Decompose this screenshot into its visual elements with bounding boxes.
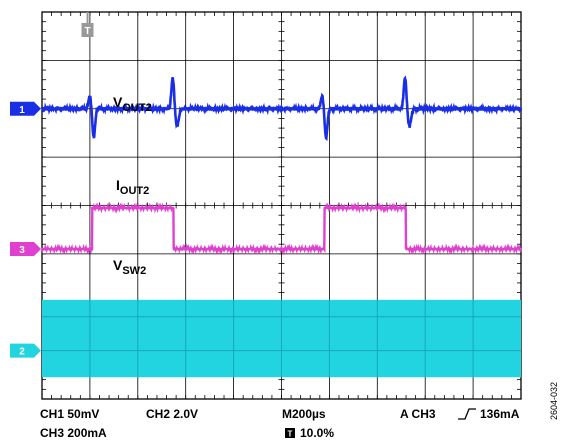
label-vsw2: VSW2 bbox=[113, 257, 146, 277]
trigger-marker-letter: T bbox=[84, 26, 90, 37]
channel-marker-2 bbox=[10, 343, 41, 358]
label-vsw2-sub: SW2 bbox=[122, 265, 146, 277]
readout-time: M200µs bbox=[282, 407, 326, 421]
label-iout2: IOUT2 bbox=[116, 177, 149, 197]
label-iout2-sub: OUT2 bbox=[120, 185, 149, 197]
trigger-position-icon bbox=[285, 428, 295, 438]
label-iout2-main: I bbox=[116, 177, 120, 193]
trigger-position-icon-letter: T bbox=[288, 430, 293, 439]
figure-id: 2604-032 bbox=[549, 382, 559, 420]
label-vout2-main: V bbox=[113, 94, 123, 110]
channel-marker-1 bbox=[10, 101, 41, 116]
channel-marker-label-3: 3 bbox=[19, 245, 25, 256]
readout-ch3: CH3 200mA bbox=[40, 426, 107, 440]
traces bbox=[40, 75, 523, 378]
readout-trigger-position: 10.0% bbox=[300, 426, 334, 440]
readout-trigger-level: 136mA bbox=[480, 407, 520, 421]
channel-marker-label-2: 2 bbox=[19, 347, 25, 358]
channel-marker-3 bbox=[10, 242, 41, 257]
label-vout2-sub: OUT2 bbox=[122, 102, 151, 114]
trace-vout2 bbox=[40, 75, 523, 142]
readout-ch1: CH1 50mV bbox=[40, 407, 99, 421]
label-vsw2-main: V bbox=[113, 257, 123, 273]
readout-ch2: CH2 2.0V bbox=[146, 407, 198, 421]
rising-edge-icon bbox=[458, 408, 476, 420]
label-vout2: VOUT2 bbox=[113, 94, 152, 114]
trace-iout2 bbox=[40, 202, 523, 255]
trigger-marker-icon bbox=[81, 23, 94, 37]
readout-trigger: A CH3 bbox=[400, 407, 436, 421]
channel-marker-label-1: 1 bbox=[19, 105, 25, 116]
channel-markers: 1 3 2 T bbox=[10, 12, 94, 358]
